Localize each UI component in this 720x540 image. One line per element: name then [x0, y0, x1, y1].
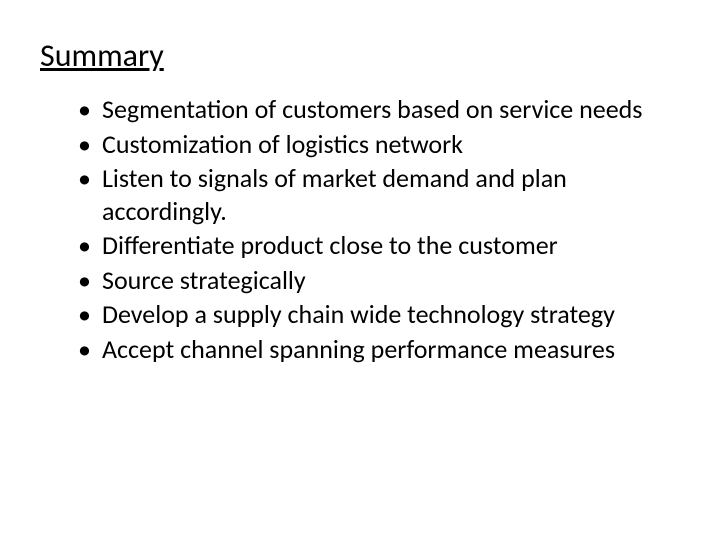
- slide-title: Summary: [40, 36, 680, 75]
- list-item: Develop a supply chain wide technology s…: [78, 298, 680, 331]
- list-item: Source strategically: [78, 264, 680, 297]
- slide: Summary Segmentation of customers based …: [0, 0, 720, 540]
- list-item: Accept channel spanning performance meas…: [78, 333, 680, 366]
- list-item: Listen to signals of market demand and p…: [78, 162, 680, 227]
- list-item: Differentiate product close to the custo…: [78, 229, 680, 262]
- list-item: Segmentation of customers based on servi…: [78, 93, 680, 126]
- list-item: Customization of logistics network: [78, 128, 680, 161]
- bullet-list: Segmentation of customers based on servi…: [40, 93, 680, 365]
